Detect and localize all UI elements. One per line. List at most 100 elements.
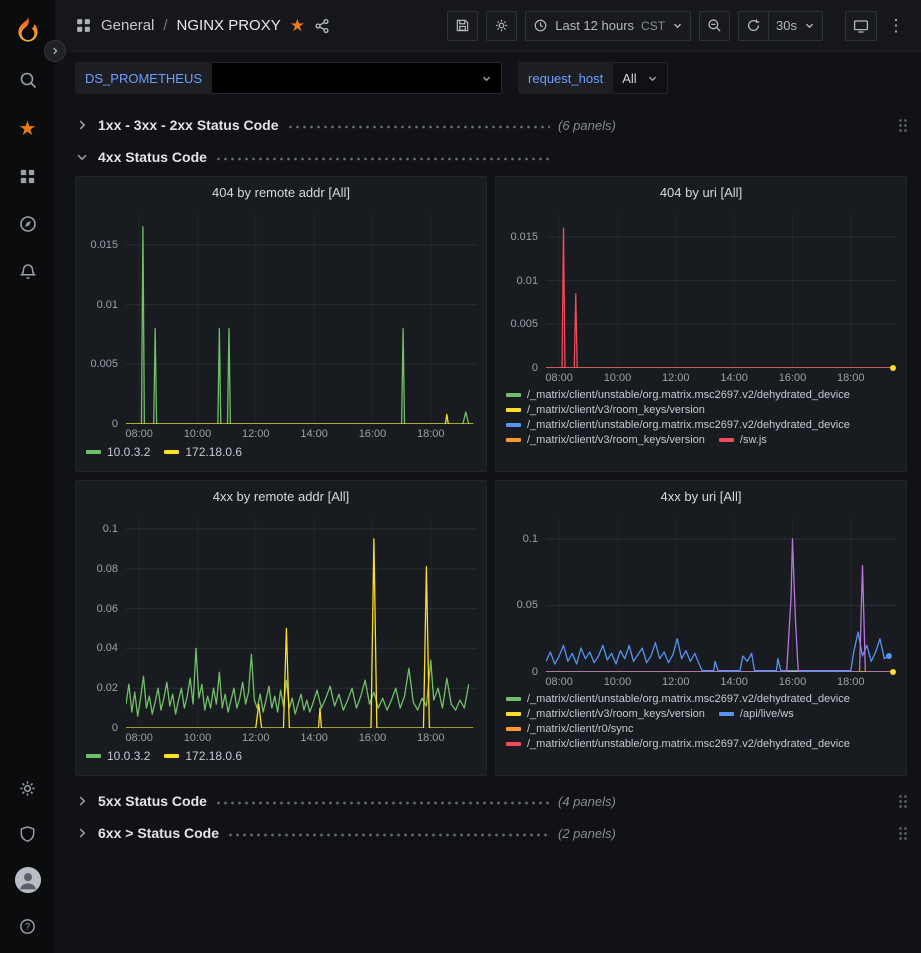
legend-item[interactable]: /api/live/ws (719, 708, 794, 720)
legend-swatch (86, 754, 101, 758)
panel-4xx-by-remote-addr: 4xx by remote addr [All] 00.020.040.060.… (75, 480, 487, 776)
legend: 10.0.3.2 172.18.0.6 (76, 441, 486, 471)
legend-label: 172.18.0.6 (185, 445, 242, 459)
help-icon[interactable]: ? (6, 903, 50, 949)
legend-label: /api/live/ws (740, 708, 794, 720)
legend-label: 10.0.3.2 (107, 445, 150, 459)
legend-item[interactable]: 172.18.0.6 (164, 749, 242, 763)
datasource-variable[interactable]: DS_PROMETHEUS (75, 62, 502, 94)
y-tick-label: 0 (112, 722, 118, 734)
legend-item[interactable]: /_matrix/client/v3/room_keys/version (506, 434, 705, 446)
y-tick-label: 0 (112, 418, 118, 430)
legend-label: /_matrix/client/v3/room_keys/version (527, 404, 705, 416)
plot-region[interactable] (126, 519, 476, 728)
grafana-app: ★ ? (0, 0, 921, 953)
zoom-out-button[interactable] (699, 11, 730, 41)
row-header-4xx[interactable]: 4xx Status Code (75, 142, 907, 172)
favorite-star-icon[interactable]: ★ (290, 17, 305, 34)
chevron-down-icon (672, 20, 683, 31)
chart-canvas[interactable] (546, 215, 896, 368)
search-icon[interactable] (6, 56, 50, 104)
alerting-bell-icon[interactable] (6, 248, 50, 296)
datasource-variable-value[interactable] (212, 62, 502, 94)
user-avatar[interactable] (6, 857, 50, 903)
x-tick-label: 18:00 (417, 732, 445, 744)
row-drag-handle-icon[interactable] (898, 118, 907, 133)
x-tick-label: 18:00 (417, 428, 445, 440)
panel-title[interactable]: 404 by uri [All] (496, 177, 906, 207)
dashboards-icon[interactable] (6, 152, 50, 200)
share-icon[interactable] (314, 18, 330, 34)
legend-item[interactable]: 172.18.0.6 (164, 445, 242, 459)
legend-item[interactable]: /_matrix/client/unstable/org.matrix.msc2… (506, 419, 850, 431)
legend-swatch (506, 712, 521, 716)
refresh-button[interactable] (738, 11, 769, 41)
sidebar-collapse-button[interactable] (44, 40, 66, 62)
timeseries-chart[interactable]: 00.050.108:0010:0012:0014:0016:0018:00 (496, 511, 906, 689)
time-range-label: Last 12 hours (555, 18, 634, 33)
cycle-view-mode-button[interactable] (845, 11, 877, 41)
time-range-picker[interactable]: Last 12 hours CST (525, 11, 691, 41)
series-line (546, 228, 893, 368)
main-area: General / NGINX PROXY ★ Last 12 hours (55, 0, 921, 953)
breadcrumb: General / NGINX PROXY ★ (75, 17, 330, 34)
dashboard-title[interactable]: NGINX PROXY (177, 17, 281, 34)
panel-title[interactable]: 404 by remote addr [All] (76, 177, 486, 207)
grafana-logo[interactable] (6, 6, 50, 56)
x-tick-label: 12:00 (242, 732, 270, 744)
y-tick-label: 0.01 (517, 275, 538, 287)
request-host-variable-value[interactable]: All (613, 62, 667, 94)
legend-item[interactable]: 10.0.3.2 (86, 445, 150, 459)
row-drag-handle-icon[interactable] (898, 826, 907, 841)
legend-swatch (506, 742, 521, 746)
row-header-1xx-3xx-2xx[interactable]: 1xx - 3xx - 2xx Status Code (6 panels) (75, 110, 907, 140)
legend-swatch (506, 697, 521, 701)
y-tick-label: 0.04 (97, 642, 118, 654)
dashboard-settings-button[interactable] (486, 11, 517, 41)
legend-item[interactable]: /_matrix/client/unstable/org.matrix.msc2… (506, 738, 850, 750)
refresh-interval-value: 30s (776, 18, 797, 33)
chart-canvas[interactable] (546, 519, 896, 672)
legend-item[interactable]: /_matrix/client/r0/sync (506, 723, 633, 735)
refresh-interval-select[interactable]: 30s (769, 11, 823, 41)
row-drag-handle-icon[interactable] (898, 794, 907, 809)
save-dashboard-button[interactable] (447, 11, 478, 41)
legend-item[interactable]: /_matrix/client/unstable/org.matrix.msc2… (506, 389, 850, 401)
y-tick-label: 0 (532, 666, 538, 678)
configuration-gear-icon[interactable] (6, 765, 50, 811)
legend-item[interactable]: /_matrix/client/v3/room_keys/version (506, 404, 705, 416)
legend-label: /sw.js (740, 434, 767, 446)
plot-region[interactable] (126, 215, 476, 424)
timeseries-chart[interactable]: 00.0050.010.01508:0010:0012:0014:0016:00… (76, 207, 486, 441)
y-tick-label: 0.015 (510, 231, 538, 243)
x-tick-label: 10:00 (184, 428, 212, 440)
server-admin-shield-icon[interactable] (6, 811, 50, 857)
explore-compass-icon[interactable] (6, 200, 50, 248)
row-header-5xx[interactable]: 5xx Status Code (4 panels) (75, 786, 907, 816)
legend-label: /_matrix/client/unstable/org.matrix.msc2… (527, 693, 850, 705)
legend-item[interactable]: /_matrix/client/v3/room_keys/version (506, 708, 705, 720)
svg-text:?: ? (25, 921, 30, 931)
legend-item[interactable]: /_matrix/client/unstable/org.matrix.msc2… (506, 693, 850, 705)
plot-region[interactable] (546, 215, 896, 368)
timeseries-chart[interactable]: 00.0050.010.01508:0010:0012:0014:0016:00… (496, 207, 906, 385)
request-host-variable[interactable]: request_host All (518, 62, 668, 94)
row-header-6xx[interactable]: 6xx > Status Code (2 panels) (75, 818, 907, 848)
legend-swatch (164, 754, 179, 758)
chart-canvas[interactable] (126, 519, 476, 728)
chevron-right-icon (75, 825, 91, 841)
x-axis: 08:0010:0012:0014:0016:0018:00 (546, 672, 896, 689)
more-options-button[interactable]: ⋮ (885, 11, 907, 41)
starred-icon[interactable]: ★ (6, 104, 50, 152)
panel-title[interactable]: 4xx by remote addr [All] (76, 481, 486, 511)
sidebar: ★ ? (0, 0, 55, 953)
legend-item[interactable]: 10.0.3.2 (86, 749, 150, 763)
chart-canvas[interactable] (126, 215, 476, 424)
panel-title[interactable]: 4xx by uri [All] (496, 481, 906, 511)
timeseries-chart[interactable]: 00.020.040.060.080.108:0010:0012:0014:00… (76, 511, 486, 745)
plot-region[interactable] (546, 519, 896, 672)
breadcrumb-folder[interactable]: General (101, 17, 154, 34)
timezone-label: CST (641, 19, 665, 33)
legend-swatch (86, 450, 101, 454)
legend-item[interactable]: /sw.js (719, 434, 767, 446)
